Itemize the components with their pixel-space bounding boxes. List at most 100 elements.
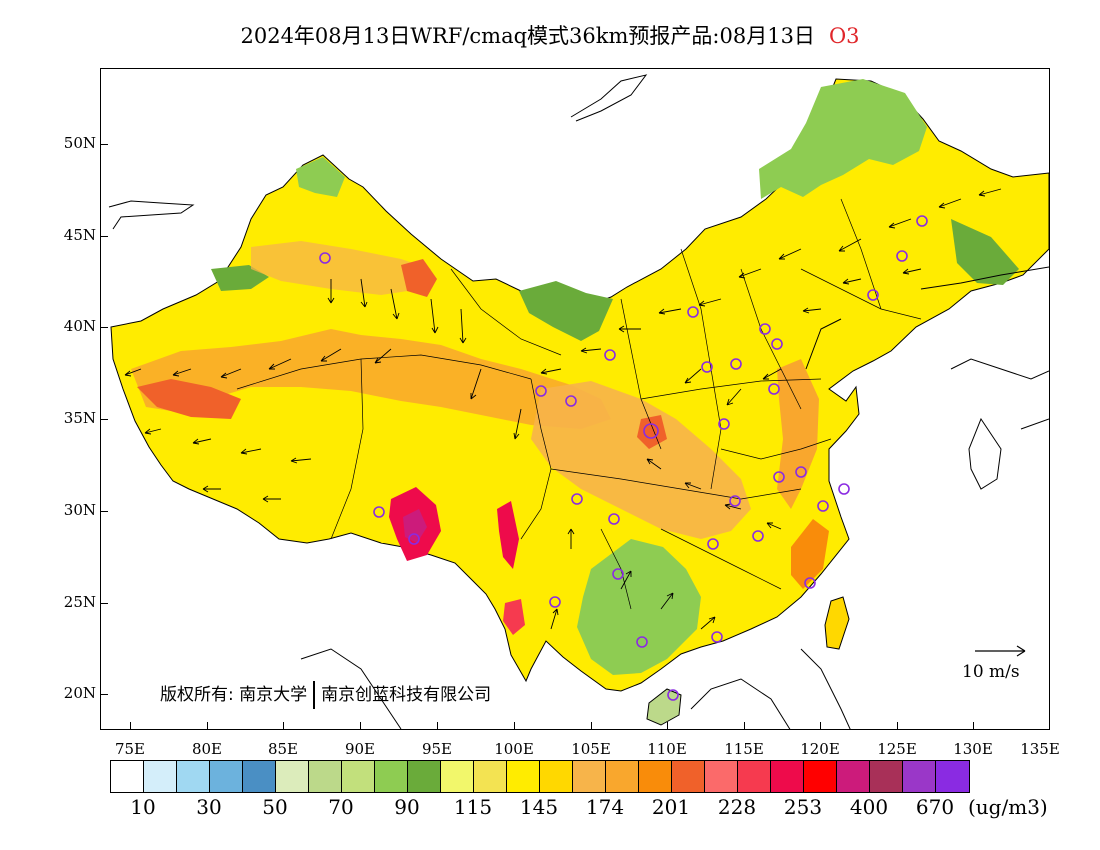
hainan-island <box>646 688 682 726</box>
colorbar-tick-label: 174 <box>585 795 625 819</box>
colorbar-swatch <box>903 761 936 792</box>
colorbar-swatch <box>408 761 441 792</box>
lon-tick <box>360 722 361 730</box>
yunnan-south-hotspot <box>503 599 525 635</box>
credit-prefix: 版权所有: <box>160 685 234 705</box>
lon-label: 95E <box>421 740 453 758</box>
colorbar-swatch <box>870 761 903 792</box>
colorbar-swatch <box>804 761 837 792</box>
map-title: 2024年08月13日WRF/cmaq模式36km预报产品:08月13日 O3 <box>0 20 1100 50</box>
lon-label: 90E <box>344 740 376 758</box>
lon-label: 120E <box>800 740 840 758</box>
colorbar-swatch <box>672 761 705 792</box>
colorbar-tick-label: 201 <box>651 795 691 819</box>
lon-tick <box>283 722 284 730</box>
colorbar-swatch <box>276 761 309 792</box>
lat-tick <box>100 327 108 328</box>
northeast-green-region <box>759 79 927 199</box>
colorbar-swatch <box>474 761 507 792</box>
colorbar-swatch <box>639 761 672 792</box>
credit-org-nju: 南京大学 <box>239 685 308 705</box>
lon-tick <box>130 722 131 730</box>
colorbar-swatch <box>210 761 243 792</box>
colorbar-tick-label: 10 <box>130 795 156 819</box>
lon-tick <box>820 722 821 730</box>
lat-label: 35N <box>63 409 96 427</box>
colorbar-tick-label: 115 <box>453 795 493 819</box>
lon-label: 135E <box>1020 740 1060 758</box>
colorbar-swatch <box>936 761 969 792</box>
southeast-orange <box>791 519 829 589</box>
colorbar-swatch <box>606 761 639 792</box>
wind-vectors <box>124 188 1002 630</box>
guangxi-green-region <box>577 539 701 675</box>
colorbar-tick-label: 400 <box>849 795 889 819</box>
map-canvas <box>108 74 1049 729</box>
lon-label: 75E <box>114 740 146 758</box>
colorbar-swatch <box>540 761 573 792</box>
north-orange-region <box>251 241 431 295</box>
tibet-core-hotspot <box>403 509 427 543</box>
lon-label: 115E <box>724 740 764 758</box>
lat-tick <box>100 419 108 420</box>
colorbar-swatch <box>375 761 408 792</box>
west-red-hotspot <box>137 379 241 419</box>
colorbar-tick-label: 145 <box>519 795 559 819</box>
colorbar-swatch <box>144 761 177 792</box>
pollutant-label: O3 <box>828 24 860 48</box>
wind-reference-arrow <box>975 645 1026 657</box>
colorbar-swatch <box>177 761 210 792</box>
lon-tick <box>514 722 515 730</box>
colorbar-tick-label: 30 <box>196 795 222 819</box>
colorbar-tick-label: 90 <box>394 795 420 819</box>
wind-reference-label: 10 m/s <box>962 662 1020 682</box>
northeast-green-region-2 <box>951 219 1019 285</box>
credit-separator <box>313 681 316 709</box>
colorbar-swatch <box>507 761 540 792</box>
xinjiang-west-green-region <box>211 265 269 291</box>
lon-label: 130E <box>953 740 993 758</box>
credit-org-company: 南京创蓝科技有限公司 <box>321 685 492 705</box>
lat-label: 25N <box>63 593 96 611</box>
city-markers <box>319 215 928 701</box>
colorbar-swatch <box>111 761 144 792</box>
lon-tick <box>897 722 898 730</box>
lon-tick <box>744 722 745 730</box>
lat-label: 20N <box>63 684 96 702</box>
lon-label: 85E <box>267 740 299 758</box>
colorbar-swatch <box>771 761 804 792</box>
colorbar-swatch <box>738 761 771 792</box>
colorbar <box>110 760 970 793</box>
tarim-hotspot <box>401 259 437 297</box>
lon-label: 110E <box>647 740 687 758</box>
copyright-credit: 版权所有: 南京大学 南京创蓝科技有限公司 <box>160 680 491 709</box>
colorbar-swatch <box>441 761 474 792</box>
colorbar-swatch <box>705 761 738 792</box>
colorbar-tick-label: 670 <box>915 795 955 819</box>
colorbar-swatch <box>243 761 276 792</box>
colorbar-swatch <box>309 761 342 792</box>
lon-tick <box>973 722 974 730</box>
lat-tick <box>100 236 108 237</box>
colorbar-tick-label: 70 <box>328 795 354 819</box>
lat-tick <box>100 144 108 145</box>
taiwan-island <box>824 596 850 650</box>
lat-label: 30N <box>63 501 96 519</box>
map-title-text: 2024年08月13日WRF/cmaq模式36km预报产品:08月13日 <box>240 24 815 48</box>
colorbar-swatch <box>837 761 870 792</box>
colorbar-tick-label: 50 <box>262 795 288 819</box>
colorbar-swatch <box>573 761 606 792</box>
lat-label: 45N <box>63 226 96 244</box>
lon-tick <box>207 722 208 730</box>
lon-tick <box>667 722 668 730</box>
colorbar-swatch <box>342 761 375 792</box>
central-orange-region <box>531 381 751 539</box>
lon-tick <box>591 722 592 730</box>
lat-tick <box>100 603 108 604</box>
lat-tick <box>100 511 108 512</box>
yunnan-red-hotspot <box>497 501 519 569</box>
lon-label: 80E <box>191 740 223 758</box>
lon-tick <box>437 722 438 730</box>
lon-label: 105E <box>571 740 611 758</box>
colorbar-tick-label: 228 <box>717 795 757 819</box>
